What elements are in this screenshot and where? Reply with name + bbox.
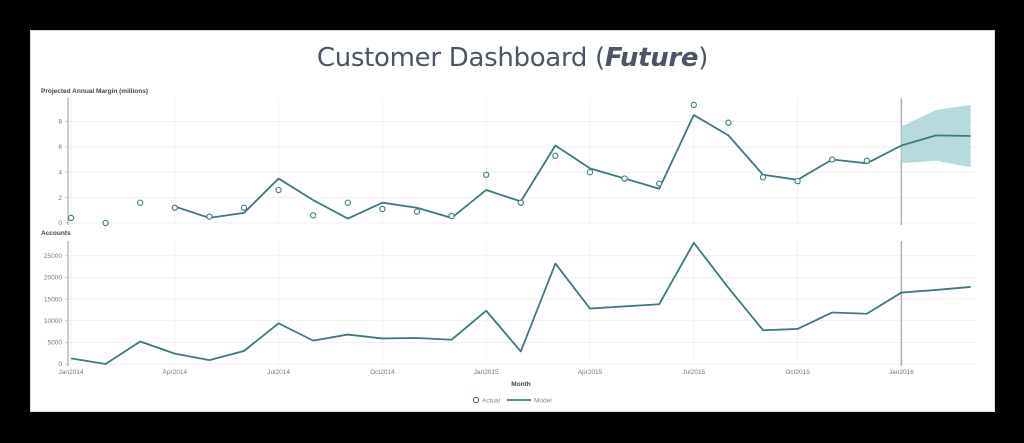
- actual-point: [517, 199, 524, 206]
- legend-model-label: Model: [534, 398, 552, 405]
- x-tick-label: Jul2015: [682, 369, 705, 376]
- y-tick-label: 25000: [44, 253, 62, 260]
- actual-point: [344, 199, 351, 206]
- actual-point: [483, 171, 490, 178]
- charts-canvas: Projected Annual Margin (millions) 0 2 4 6 8 A…: [41, 88, 976, 405]
- legend-actual-icon: [472, 396, 480, 404]
- actual-point: [379, 205, 386, 213]
- actual-point: [621, 175, 628, 182]
- page-title: Customer Dashboard (Future): [31, 43, 994, 73]
- actual-point: [310, 212, 317, 219]
- actual-point: [102, 219, 109, 227]
- x-tick-label: Apr2015: [578, 369, 603, 376]
- y-tick-label: 2: [58, 195, 62, 202]
- x-tick-label: Oct2014: [370, 369, 395, 376]
- y-tick-label: 5000: [48, 340, 63, 347]
- y-tick-label: 15000: [44, 296, 62, 303]
- y-tick-label: 0: [58, 220, 62, 227]
- actual-point: [137, 199, 144, 206]
- x-tick-label: Oct2015: [785, 369, 810, 376]
- actual-point: [829, 156, 836, 163]
- actual-point: [586, 169, 594, 176]
- x-tick-label: Jan2015: [474, 369, 499, 376]
- y-axis-title: Accounts: [41, 230, 71, 237]
- actual-point: [206, 213, 213, 220]
- y-tick-label: 10000: [44, 318, 62, 325]
- y-axis-title: Projected Annual Margin (millions): [41, 88, 148, 95]
- y-tick-label: 20000: [44, 275, 62, 282]
- actual-point: [656, 180, 663, 187]
- y-tick-label: 8: [58, 119, 62, 126]
- x-tick-label: Apr2014: [163, 369, 188, 376]
- actual-point: [552, 152, 559, 159]
- x-tick-label: Jan2014: [59, 369, 84, 376]
- actual-point: [794, 177, 801, 185]
- legend-actual-label: Actual: [482, 398, 501, 405]
- actual-point: [725, 119, 732, 126]
- actual-point: [863, 157, 870, 164]
- title-text: Customer Dashboard (: [316, 43, 605, 73]
- actual-point: [275, 186, 282, 194]
- actual-point: [759, 174, 767, 181]
- x-tick-label: Jan2016: [889, 369, 914, 376]
- actual-point: [67, 214, 75, 222]
- title-emphasis: Future: [604, 43, 699, 73]
- y-tick-label: 4: [58, 169, 62, 176]
- actual-point: [413, 208, 421, 215]
- x-tick-label: Jul2014: [267, 369, 290, 376]
- actual-point: [690, 101, 697, 109]
- model-line: [174, 114, 971, 220]
- dashboard-panel: Customer Dashboard (Future) Projected An…: [30, 30, 995, 412]
- actual-point: [448, 212, 455, 220]
- model-line: [70, 241, 971, 365]
- y-tick-label: 6: [58, 144, 62, 151]
- x-axis-title: Month: [511, 381, 531, 388]
- title-close: ): [698, 43, 709, 73]
- actual-point: [171, 204, 178, 211]
- actual-point: [240, 204, 248, 211]
- y-tick-label: 0: [58, 361, 62, 368]
